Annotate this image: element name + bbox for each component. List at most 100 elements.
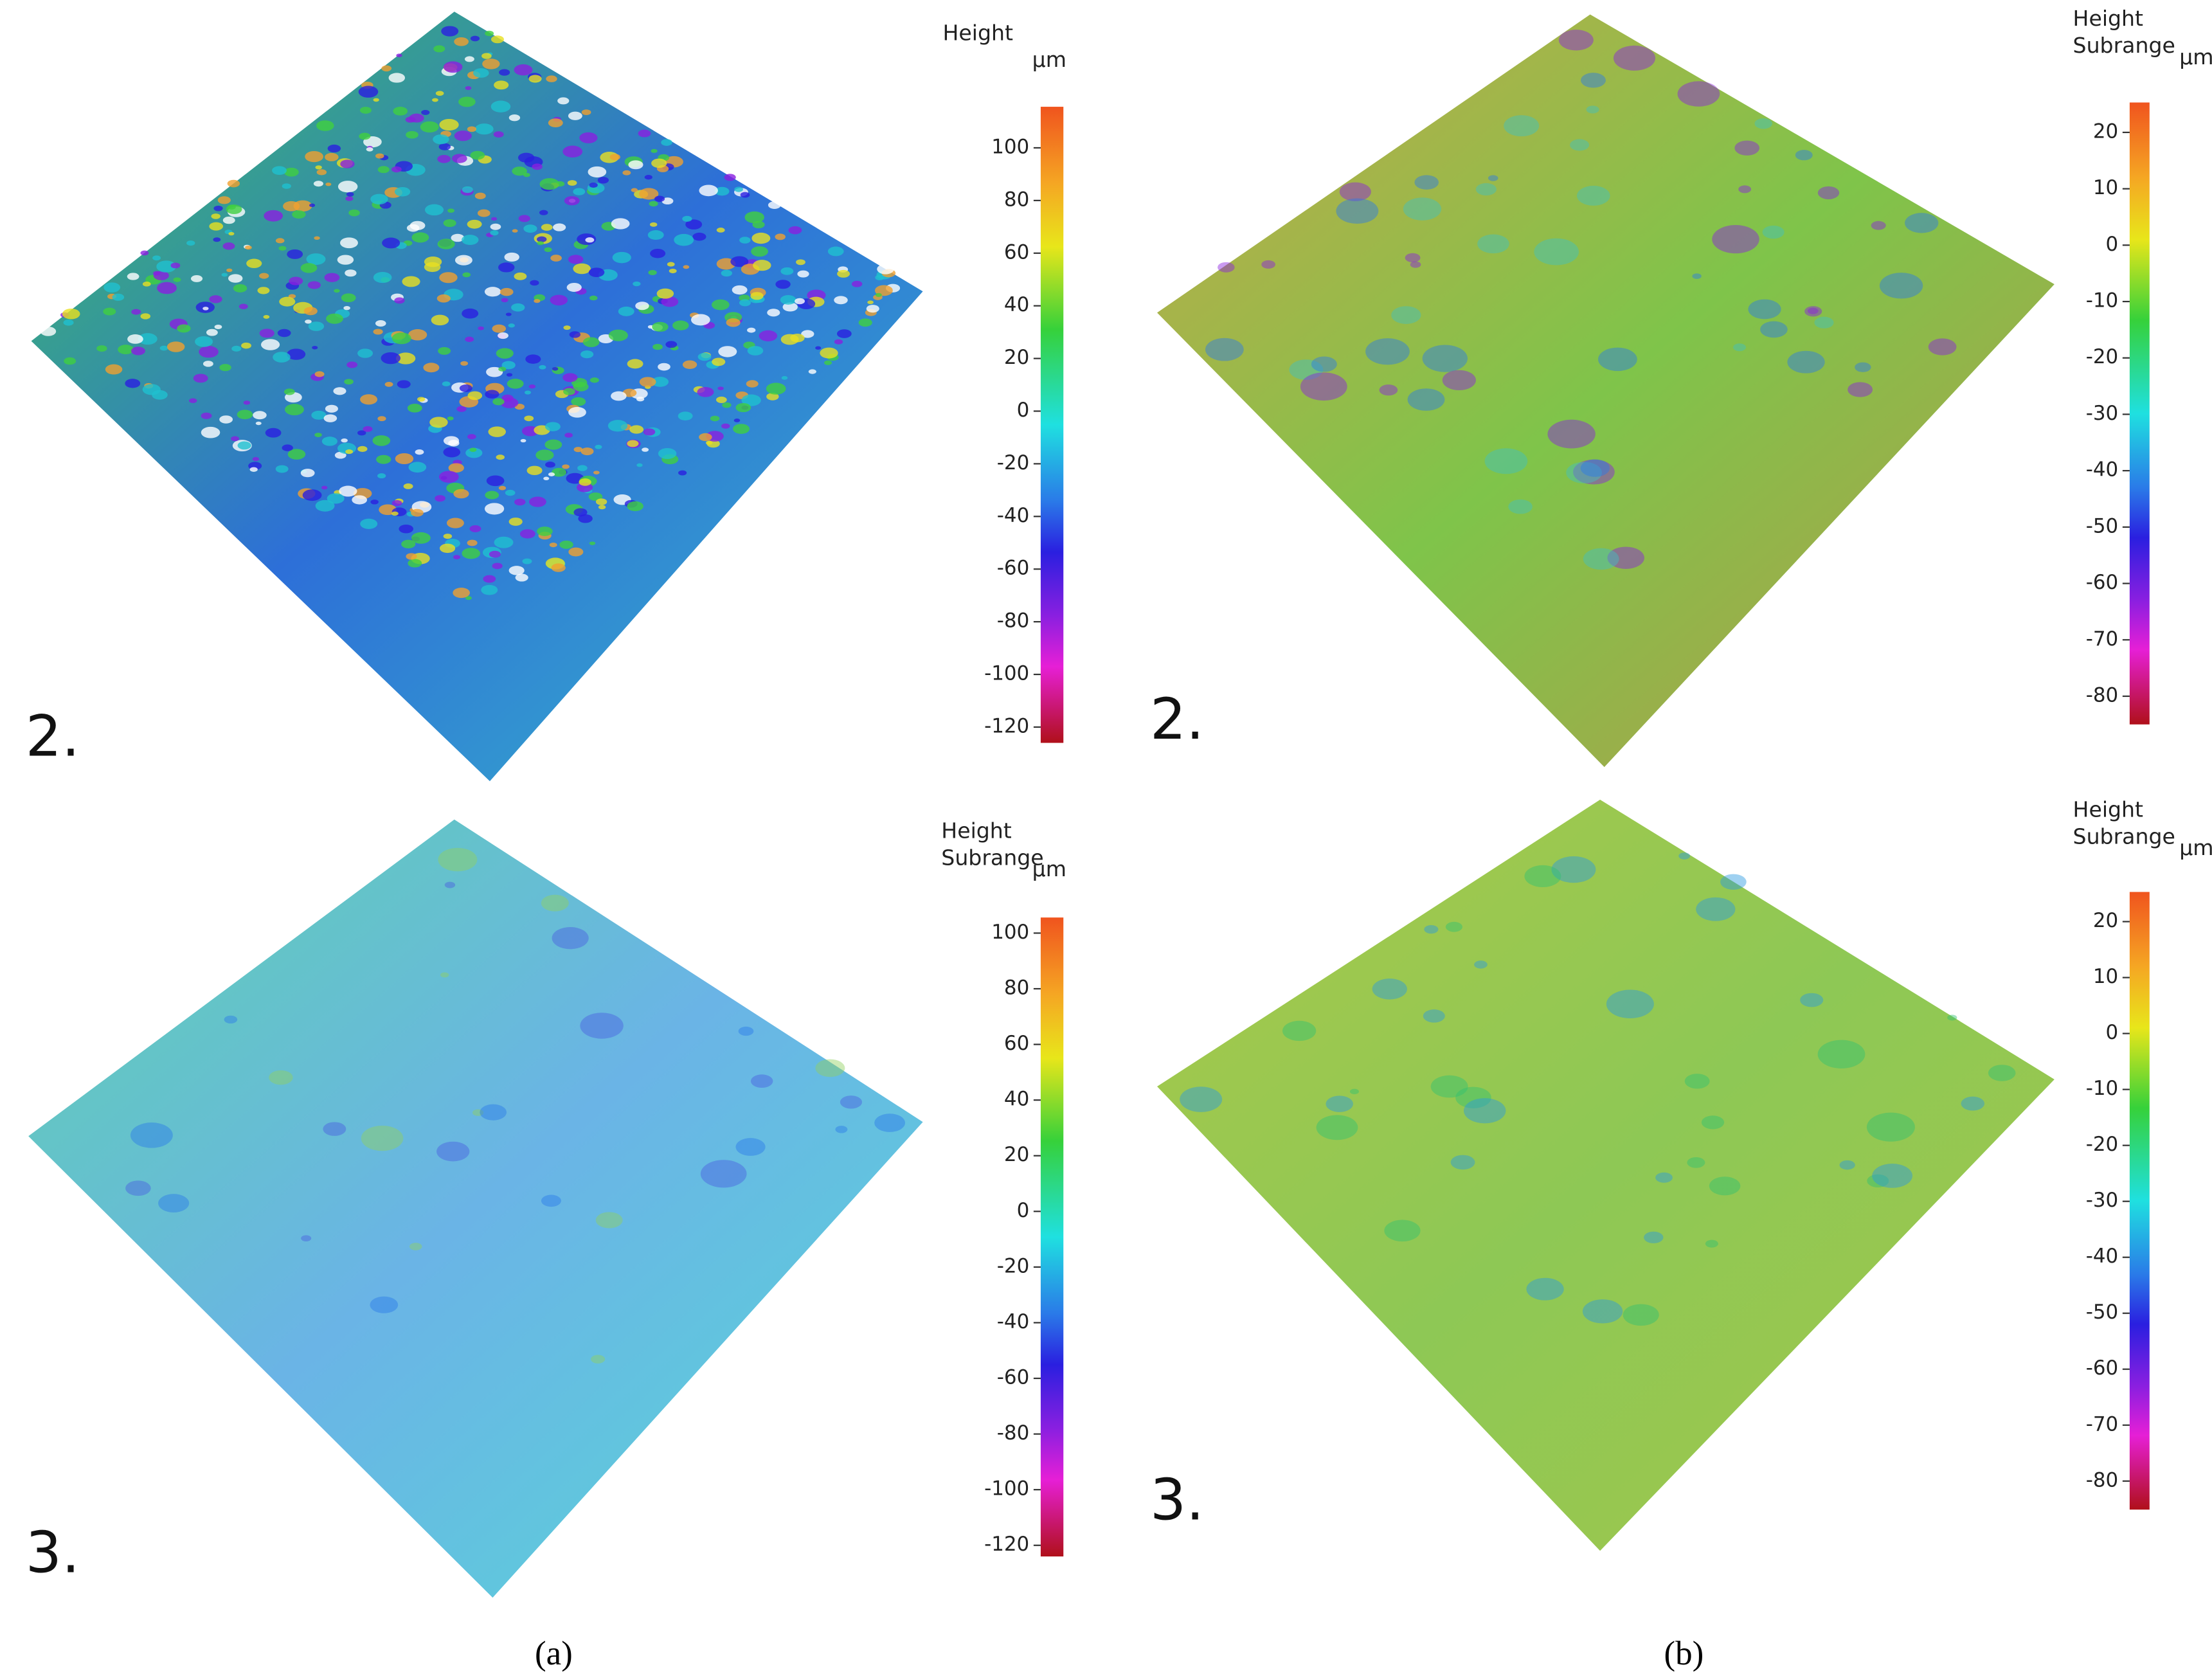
surface-feature (131, 347, 145, 356)
surface-feature (715, 396, 727, 403)
surface-feature (1655, 1172, 1673, 1183)
surface-feature (337, 181, 358, 193)
surface-feature (1566, 462, 1602, 483)
surface-feature (348, 209, 360, 217)
surface-feature (411, 509, 424, 517)
surface-feature (658, 447, 677, 460)
surface-feature (321, 485, 328, 490)
surface-feature (408, 559, 422, 568)
surface-feature (1817, 1040, 1866, 1068)
surface-feature (525, 354, 541, 364)
colorbar (1040, 917, 1064, 1557)
surface-feature (314, 433, 322, 437)
surface-feature (644, 175, 652, 180)
surface-feature (595, 498, 607, 505)
surface-feature (436, 294, 451, 303)
surface-feature (257, 287, 270, 294)
surface-feature (738, 1026, 754, 1036)
surface-feature (494, 536, 514, 548)
colorbar (1040, 107, 1064, 743)
surface-feature (454, 255, 472, 266)
surface-feature (406, 131, 418, 139)
tick-label: -60 (997, 1366, 1029, 1389)
surface-feature (612, 251, 631, 264)
surface-feature (1855, 362, 1871, 372)
tick-label: -50 (2086, 1301, 2118, 1324)
surface-feature (1720, 874, 1747, 890)
surface-feature (1445, 921, 1462, 932)
surface-feature (759, 330, 778, 341)
surface-feature (346, 361, 358, 368)
surface-feature (1804, 306, 1822, 317)
surface-feature (580, 1013, 624, 1039)
surfaces (28, 12, 2055, 1598)
surface-feature (739, 237, 751, 244)
tick-label: -50 (2086, 514, 2118, 537)
surface-feature (429, 417, 448, 428)
surface-feature (1905, 213, 1939, 233)
surface-feature (1423, 1009, 1445, 1023)
surface-feature (710, 415, 720, 422)
tick-label: 0 (2106, 233, 2119, 256)
surface-feature (231, 345, 242, 352)
surface-feature (699, 433, 712, 442)
surface-feature (391, 166, 402, 173)
surface-feature (1504, 115, 1540, 137)
surface-feature (327, 144, 341, 153)
surface-feature (724, 174, 736, 181)
surface-feature (753, 260, 771, 271)
surface-feature (201, 426, 220, 438)
surface-feature (405, 116, 416, 123)
surface-feature (391, 332, 411, 345)
surface-feature (170, 262, 181, 269)
colorbar-unit: µm (2179, 835, 2212, 860)
surface-feature (237, 441, 251, 450)
surface-feature (593, 471, 600, 475)
surface-feature (588, 166, 607, 178)
surface-feature (562, 373, 578, 383)
surface-feature (443, 436, 460, 446)
surface-feature (433, 45, 445, 53)
surface-feature (537, 236, 547, 242)
surface-feature (360, 394, 378, 405)
surface-feature (564, 433, 573, 438)
surface-feature (1551, 856, 1596, 883)
tick-label: 10 (2093, 176, 2118, 199)
surface-feature (326, 313, 343, 324)
panel-label: 3. (1150, 1467, 1204, 1533)
surface-feature (1692, 273, 1702, 279)
surface-feature (512, 167, 527, 176)
surface-feature (306, 253, 326, 266)
surface-feature (627, 501, 643, 512)
surface-feature (1558, 30, 1594, 51)
surface-feature (377, 473, 386, 479)
surface-feature (226, 268, 233, 273)
surface-feature (580, 447, 594, 456)
surface-feature (199, 346, 219, 358)
tick-label: -120 (984, 1533, 1029, 1556)
surface-feature (751, 232, 771, 244)
surface-feature (483, 575, 496, 583)
surface-feature (448, 463, 464, 473)
surface-feature (726, 318, 741, 327)
surface-feature (321, 437, 337, 446)
surface-feature (699, 185, 718, 197)
surface-feature (243, 401, 251, 405)
surface-feature (1475, 183, 1497, 196)
surface-feature (1582, 1299, 1623, 1324)
tick-label: -40 (2086, 458, 2118, 482)
surface-feature (609, 154, 620, 161)
surface-feature (721, 423, 730, 429)
surface-feature (467, 219, 482, 229)
surface-feature (577, 465, 588, 471)
surface-feature (552, 927, 589, 950)
surface-feature (1598, 347, 1637, 372)
tick-label: -70 (2086, 1412, 2118, 1436)
surface-feature (464, 56, 474, 62)
surface-feature (866, 305, 879, 313)
surface-feature (345, 449, 354, 455)
surface-feature (277, 329, 291, 338)
surface-feature (622, 170, 631, 176)
surface-feature (238, 303, 248, 309)
surface-feature (627, 359, 643, 369)
